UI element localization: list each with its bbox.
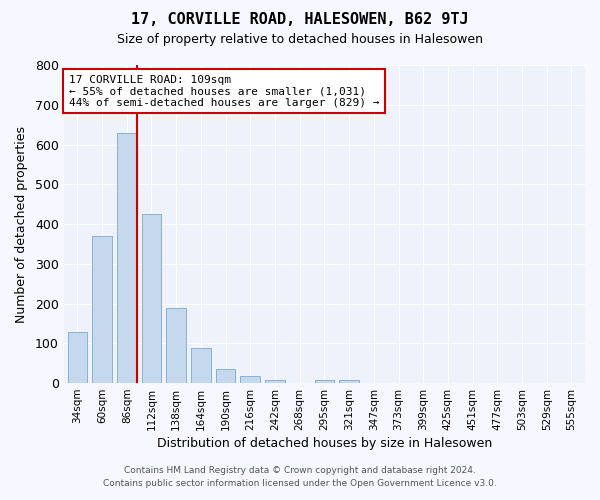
Y-axis label: Number of detached properties: Number of detached properties [15, 126, 28, 322]
X-axis label: Distribution of detached houses by size in Halesowen: Distribution of detached houses by size … [157, 437, 492, 450]
Text: Contains HM Land Registry data © Crown copyright and database right 2024.
Contai: Contains HM Land Registry data © Crown c… [103, 466, 497, 487]
Bar [166, 308, 186, 383]
Bar [191, 348, 211, 383]
Bar [265, 380, 285, 383]
Bar [117, 132, 137, 383]
Bar [142, 214, 161, 383]
Text: 17, CORVILLE ROAD, HALESOWEN, B62 9TJ: 17, CORVILLE ROAD, HALESOWEN, B62 9TJ [131, 12, 469, 28]
Text: Size of property relative to detached houses in Halesowen: Size of property relative to detached ho… [117, 32, 483, 46]
Text: 17 CORVILLE ROAD: 109sqm
← 55% of detached houses are smaller (1,031)
44% of sem: 17 CORVILLE ROAD: 109sqm ← 55% of detach… [69, 74, 380, 108]
Bar [241, 376, 260, 383]
Bar [339, 380, 359, 383]
Bar [68, 332, 87, 383]
Bar [92, 236, 112, 383]
Bar [216, 369, 235, 383]
Bar [314, 380, 334, 383]
